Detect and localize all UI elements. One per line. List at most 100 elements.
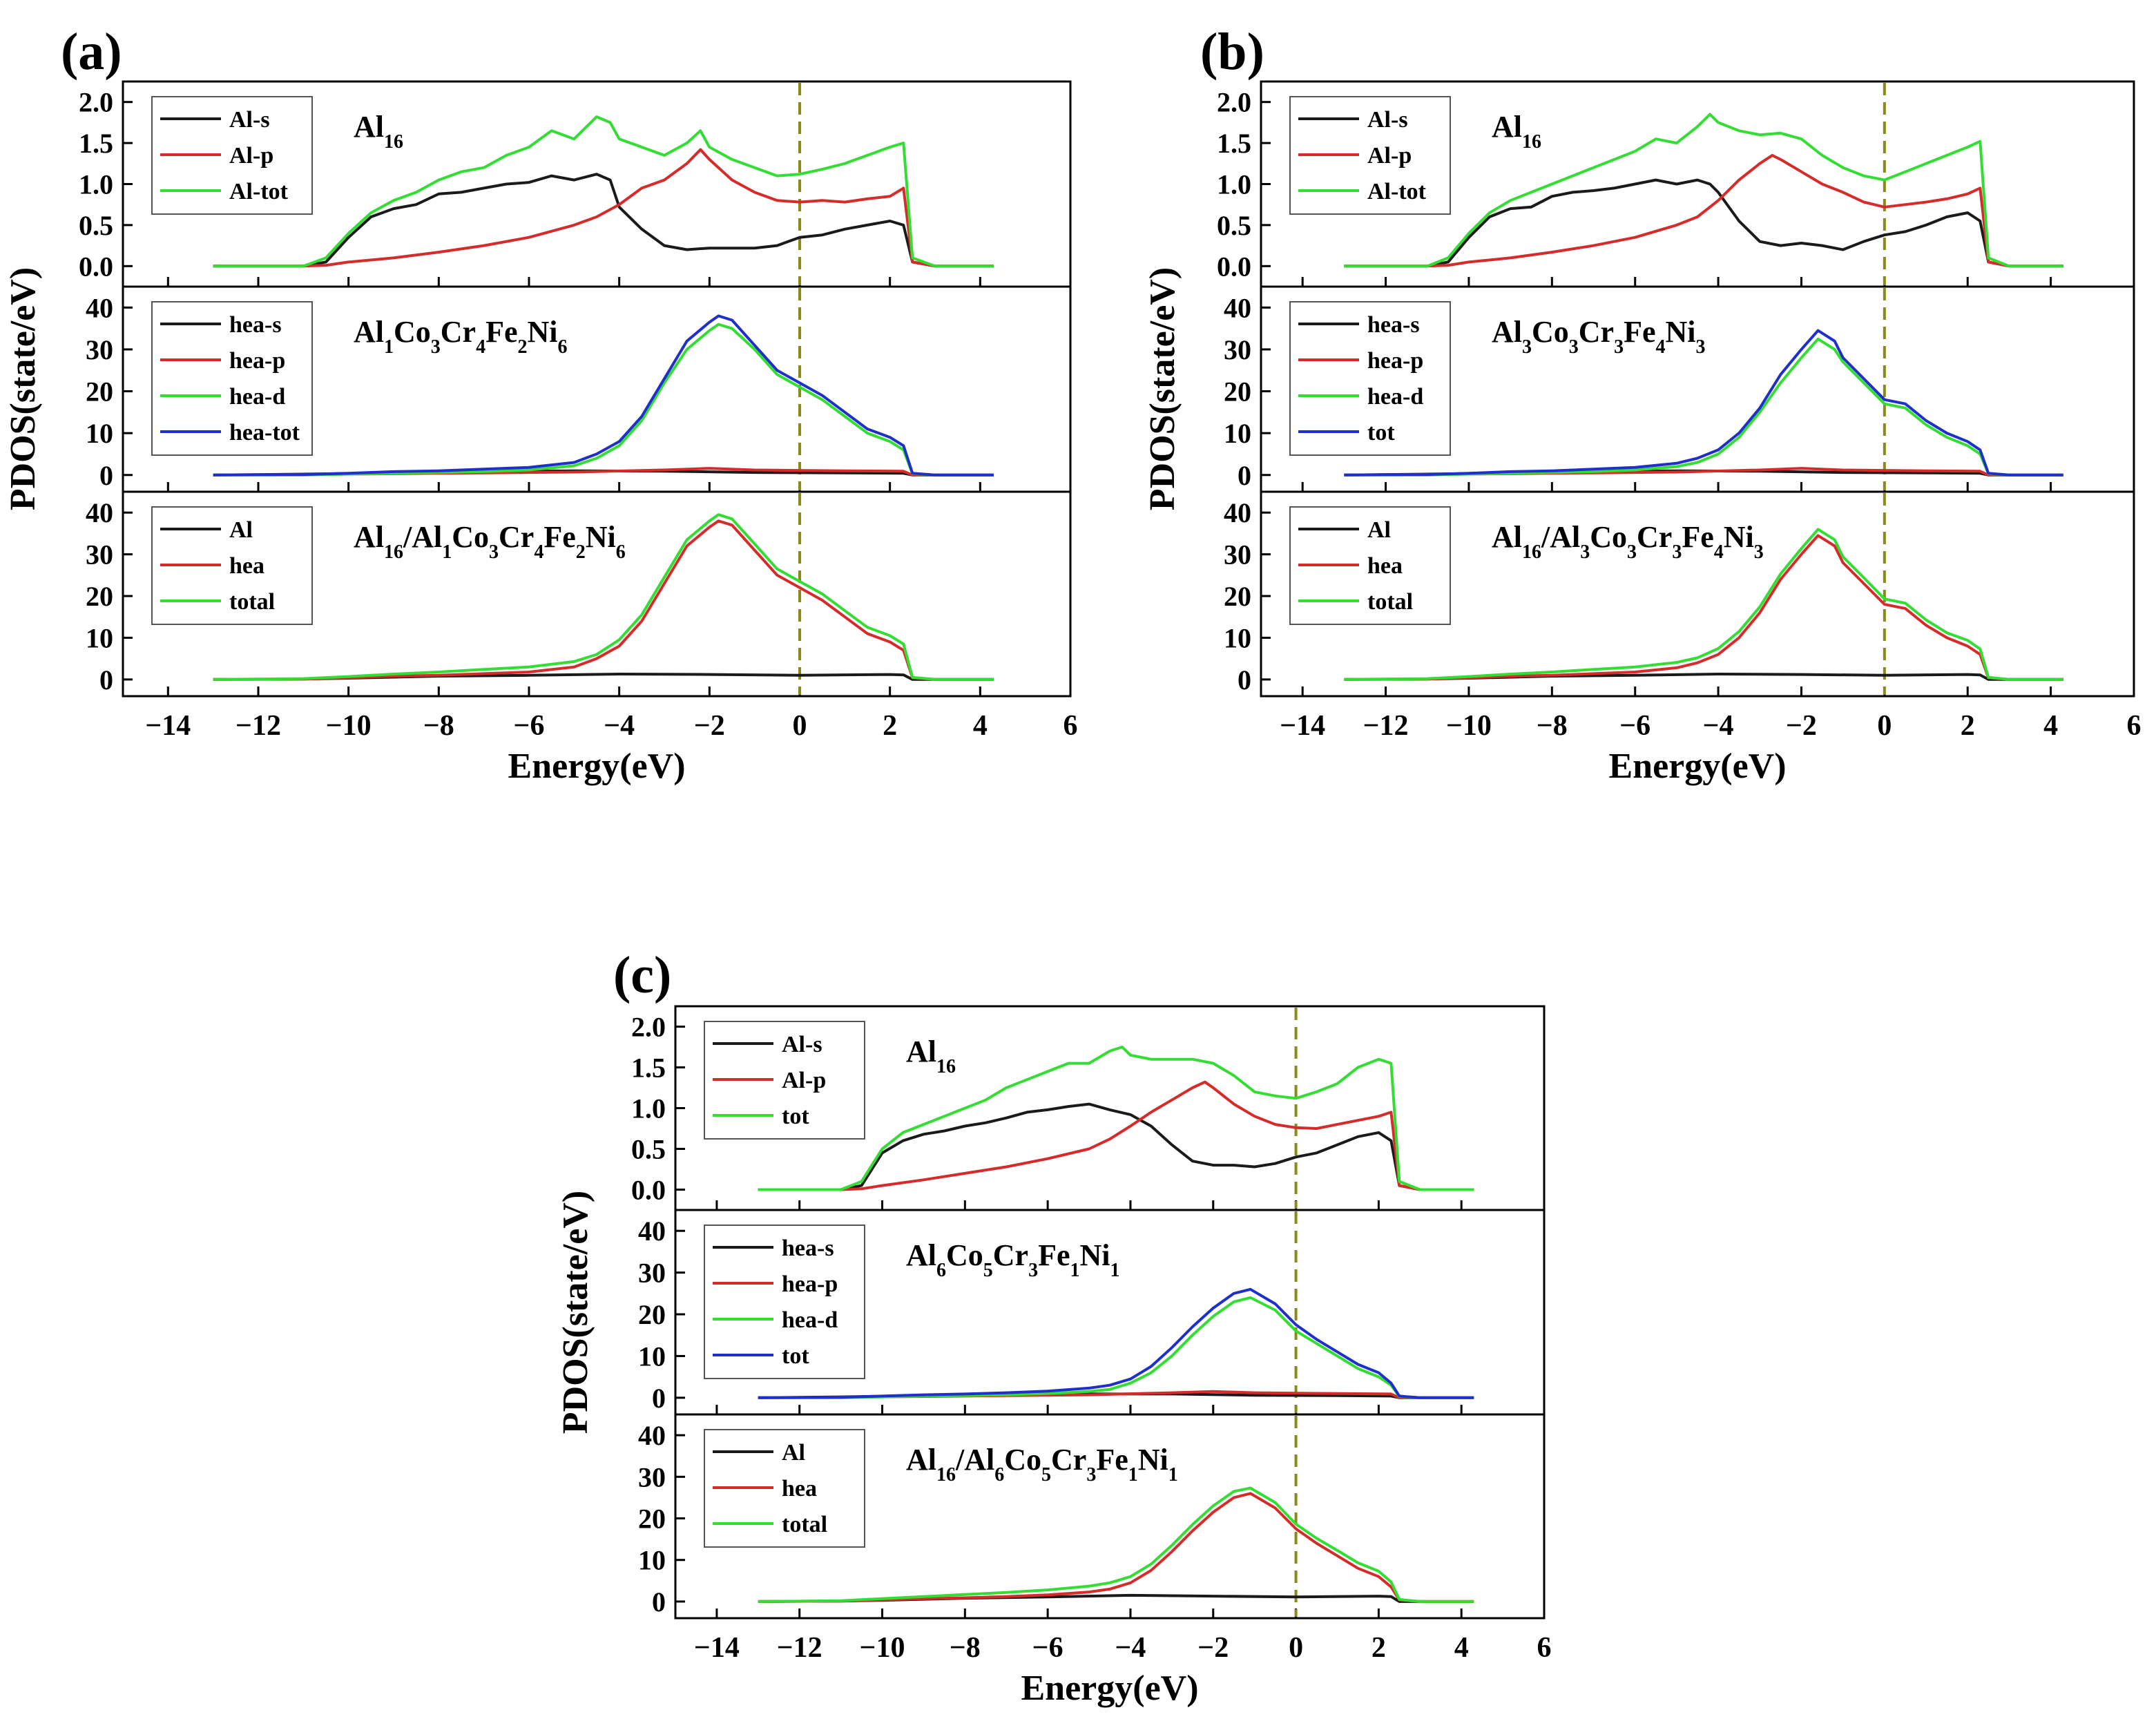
x-tick-label: −8 xyxy=(950,1632,981,1664)
y-tick-label: 0 xyxy=(652,1383,666,1414)
title-subscript: 3 xyxy=(1627,541,1637,563)
legend-label: total xyxy=(782,1512,827,1537)
y-axis-label: PDOS(state/eV) xyxy=(3,267,43,510)
x-tick-label: −12 xyxy=(1363,710,1409,742)
legend-label: Al xyxy=(782,1440,805,1466)
legend-label: hea xyxy=(782,1476,817,1501)
x-tick-label: −14 xyxy=(145,710,191,742)
legend-label: hea-p xyxy=(229,348,285,374)
title-segment: Cr xyxy=(499,520,534,554)
legend-label: Al-s xyxy=(1367,107,1408,133)
panel-label: (a) xyxy=(61,23,122,81)
series-tot xyxy=(1344,329,2063,477)
subplot-title: Al16/Al3Co3Cr3Fe4Ni3 xyxy=(1492,520,1764,563)
subplot-2: 010203040hea-shea-phea-dtotAl3Co3Cr3Fe4N… xyxy=(1224,285,2135,493)
title-subscript: 1 xyxy=(1128,1464,1138,1486)
series-total xyxy=(213,513,994,681)
title-subscript: 3 xyxy=(1522,336,1532,358)
title-segment: Ni xyxy=(1666,315,1696,349)
y-tick-label: 1.5 xyxy=(631,1053,666,1084)
panel-label: (b) xyxy=(1200,23,1264,81)
legend-label: hea-s xyxy=(1367,312,1420,338)
title-segment: Co xyxy=(452,520,489,554)
panel-b: (b)0.00.51.01.52.0Al-sAl-pAl-totAl160102… xyxy=(1143,23,2141,786)
series-tot xyxy=(758,1287,1474,1399)
y-tick-label: 30 xyxy=(86,334,113,365)
title-subscript: 16 xyxy=(384,131,403,153)
x-tick-label: −6 xyxy=(1619,710,1650,742)
y-axis-label: PDOS(state/eV) xyxy=(1143,267,1182,510)
x-tick-label: −14 xyxy=(694,1632,740,1664)
series-al-s xyxy=(1344,178,2063,268)
axes-frame xyxy=(1260,490,2135,698)
legend-box xyxy=(151,301,313,456)
x-tick-label: −10 xyxy=(860,1632,905,1664)
title-subscript: 3 xyxy=(1696,336,1706,358)
legend-label: Al-p xyxy=(229,143,273,169)
series-al-p xyxy=(213,148,994,268)
subplot-title: Al3Co3Cr3Fe4Ni3 xyxy=(1492,315,1706,358)
title-segment: Co xyxy=(1004,1443,1041,1477)
y-tick-label: 0.5 xyxy=(79,210,113,241)
x-tick-label: 0 xyxy=(1877,710,1892,742)
y-tick-label: 20 xyxy=(638,1299,666,1330)
series-hea xyxy=(758,1492,1474,1603)
series-al-tot xyxy=(213,115,994,268)
legend-label: hea-p xyxy=(1367,348,1423,374)
subplot-title: Al16 xyxy=(354,110,403,153)
title-subscript: 4 xyxy=(534,541,543,563)
legend-label: hea xyxy=(1367,553,1403,579)
y-tick-label: 40 xyxy=(1224,497,1251,528)
title-subscript: 6 xyxy=(616,541,626,563)
x-tick-label: −6 xyxy=(1032,1632,1063,1664)
title-segment: Fe xyxy=(1624,315,1655,349)
subplot-title: Al16 xyxy=(1492,110,1541,153)
subplot-title: Al16/Al1Co3Cr4Fe2Ni6 xyxy=(354,520,626,563)
legend-label: hea-p xyxy=(782,1271,838,1297)
x-tick-label: −2 xyxy=(694,710,725,742)
legend-box xyxy=(151,96,313,215)
subplot-title: Al16 xyxy=(906,1035,956,1077)
title-segment: Al xyxy=(354,520,384,554)
title-segment: Al xyxy=(1492,315,1522,349)
series-tot xyxy=(758,1046,1474,1191)
title-segment: Ni xyxy=(1138,1443,1168,1477)
y-tick-label: 40 xyxy=(1224,292,1251,323)
y-tick-label: 0 xyxy=(1238,664,1251,695)
subplot-1: 0.0 0.5 1.0 1.5 2.0 Al-s Al-p Al-tot Al16 xyxy=(79,80,1072,288)
title-subscript: 3 xyxy=(1086,1464,1096,1486)
y-tick-label: 2.0 xyxy=(1217,87,1251,118)
y-tick-label: 0 xyxy=(99,460,113,491)
x-tick-label: −10 xyxy=(326,710,372,742)
legend-label: Al-s xyxy=(782,1032,822,1057)
subplot-title: Al6Co5Cr3Fe1Ni1 xyxy=(906,1238,1120,1281)
title-segment: Co xyxy=(946,1238,983,1272)
legend-label: Al-p xyxy=(782,1068,826,1093)
legend-label: Al-s xyxy=(229,107,270,133)
x-tick-label: 4 xyxy=(973,710,988,742)
x-tick-label: 0 xyxy=(793,710,807,742)
y-tick-label: 30 xyxy=(1224,539,1251,570)
subplot-title: Al1Co3Cr4Fe2Ni6 xyxy=(354,315,568,358)
x-tick-label: 4 xyxy=(1454,1632,1469,1664)
title-subscript: 16 xyxy=(936,1056,956,1077)
x-tick-label: −4 xyxy=(1115,1632,1146,1664)
legend-box xyxy=(1289,301,1451,456)
title-segment: Al xyxy=(906,1238,936,1272)
panel-c: (c)0.00.51.01.52.0Al-sAl-ptotAl160102030… xyxy=(556,946,1552,1708)
series-total xyxy=(758,1486,1474,1603)
series-al-p xyxy=(758,1080,1474,1191)
title-segment: Cr xyxy=(441,315,476,349)
title-segment: Cr xyxy=(1051,1443,1086,1477)
y-tick-label: 10 xyxy=(638,1341,666,1372)
series-hea xyxy=(1344,534,2063,681)
y-tick-label: 0.0 xyxy=(1217,251,1251,282)
title-subscript: 6 xyxy=(994,1464,1004,1486)
title-subscript: 6 xyxy=(558,336,568,358)
y-tick-label: 1.5 xyxy=(1217,128,1251,159)
axes-frame xyxy=(674,1413,1546,1620)
y-tick-label: 0.5 xyxy=(631,1134,666,1165)
